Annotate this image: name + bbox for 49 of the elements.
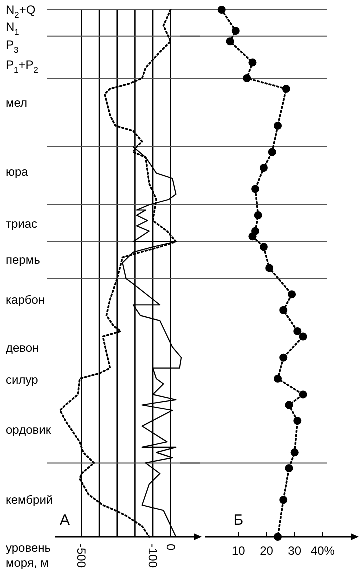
point — [252, 185, 260, 194]
point — [299, 390, 308, 399]
point — [294, 327, 302, 336]
text: триас — [6, 216, 38, 231]
point — [248, 232, 257, 241]
text: N$_{1}$ — [6, 20, 20, 37]
point — [280, 496, 288, 504]
text: Б — [234, 512, 244, 529]
x-tick-label: -100 — [146, 544, 160, 568]
point — [285, 401, 294, 410]
x-tick-label: 0 — [164, 544, 178, 551]
text: карбон — [6, 292, 46, 307]
point — [288, 290, 296, 299]
text: P$_{3}$ — [6, 38, 20, 55]
text: P$_{1}$+P$_{2}$ — [6, 58, 39, 75]
x-tick-label: 20 — [260, 544, 274, 558]
point — [294, 417, 302, 426]
point — [243, 74, 252, 83]
point — [274, 374, 282, 383]
point — [248, 58, 257, 67]
text: мел — [6, 96, 28, 110]
text: пермь — [6, 252, 40, 267]
point — [266, 264, 274, 272]
point — [299, 332, 308, 341]
x-tick-label: 40% — [310, 544, 336, 558]
point — [280, 306, 288, 314]
x-tick-label: 10 — [232, 544, 246, 558]
point — [268, 148, 276, 156]
point — [290, 448, 299, 457]
point — [282, 85, 290, 94]
point — [254, 212, 262, 220]
point — [280, 354, 288, 362]
text: N$_{2}$+Q — [6, 3, 36, 20]
text: ордовик — [6, 423, 52, 438]
text: юра — [6, 164, 29, 179]
text: кембрий — [6, 493, 54, 508]
text: силур — [6, 372, 39, 387]
point — [232, 27, 240, 36]
x-axis-title: уровень моря, м — [6, 541, 52, 570]
text: А — [60, 512, 70, 529]
point — [260, 164, 268, 172]
x-tick-label: -500 — [74, 544, 89, 568]
point — [218, 6, 226, 14]
point — [260, 243, 268, 252]
point — [274, 122, 282, 130]
text: девон — [6, 340, 40, 355]
x-tick-label: 30 — [288, 544, 302, 558]
point — [285, 464, 294, 472]
point — [226, 38, 234, 46]
